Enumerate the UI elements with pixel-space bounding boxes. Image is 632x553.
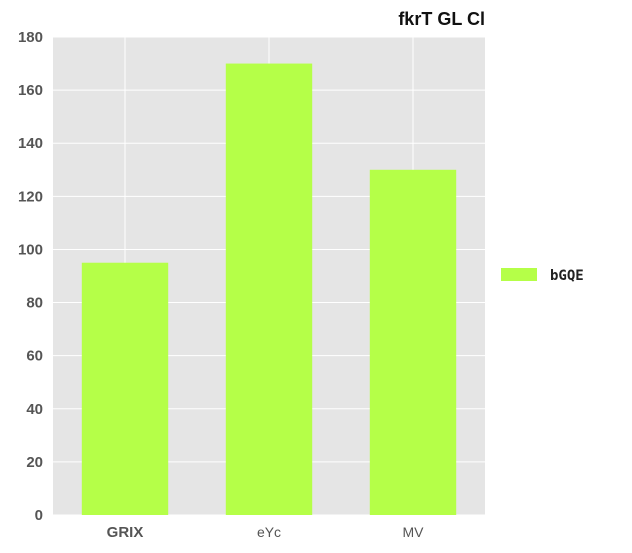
bar-GRIX: [81, 262, 169, 515]
bar-eYc: [225, 63, 313, 516]
y-tick-label: 160: [18, 82, 43, 99]
x-tick-label: GRIX: [107, 524, 144, 541]
y-tick-label: 120: [18, 188, 43, 205]
y-tick-label: 20: [26, 454, 43, 471]
y-axis: 0 20 40 60 80 100 120 140 160 180: [18, 29, 43, 524]
chart-title: fkrT GL Cl: [398, 9, 485, 29]
y-tick-label: 80: [26, 295, 43, 312]
x-tick-label: eYc: [257, 524, 281, 540]
legend-label: bGQE: [550, 268, 584, 284]
y-tick-label: 60: [26, 348, 43, 365]
y-tick-label: 140: [18, 135, 43, 152]
legend: bGQE: [501, 268, 584, 284]
x-axis: GRIX eYc MV: [107, 524, 425, 541]
y-tick-label: 40: [26, 401, 43, 418]
y-tick-label: 100: [18, 241, 43, 258]
y-tick-label: 0: [35, 507, 43, 524]
bars-group: [81, 63, 457, 516]
bar-MV: [369, 169, 457, 515]
x-tick-label: MV: [403, 524, 425, 540]
y-tick-label: 180: [18, 29, 43, 46]
legend-swatch: [501, 268, 537, 281]
